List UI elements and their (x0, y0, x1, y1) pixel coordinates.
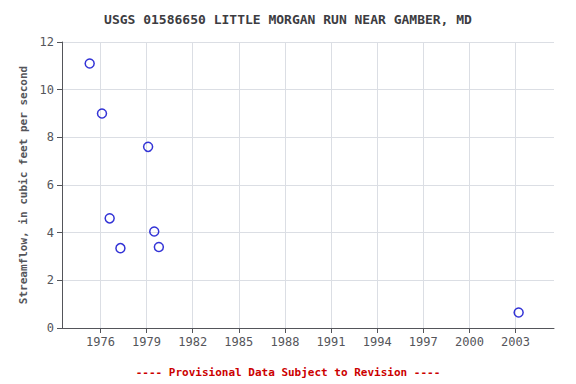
svg-text:1997: 1997 (409, 335, 438, 349)
svg-text:12: 12 (40, 35, 54, 49)
svg-text:1991: 1991 (317, 335, 346, 349)
svg-text:USGS 01586650 LITTLE MORGAN RU: USGS 01586650 LITTLE MORGAN RUN NEAR GAM… (104, 12, 472, 27)
svg-text:---- Provisional Data Subject: ---- Provisional Data Subject to Revisio… (136, 366, 441, 379)
svg-text:1985: 1985 (224, 335, 253, 349)
svg-text:1982: 1982 (178, 335, 207, 349)
svg-text:10: 10 (40, 83, 54, 97)
svg-text:1988: 1988 (270, 335, 299, 349)
svg-text:1994: 1994 (363, 335, 392, 349)
svg-text:1976: 1976 (86, 335, 115, 349)
svg-text:2: 2 (47, 273, 54, 287)
svg-text:6: 6 (47, 178, 54, 192)
svg-text:2003: 2003 (501, 335, 530, 349)
svg-text:1979: 1979 (132, 335, 161, 349)
svg-text:4: 4 (47, 226, 54, 240)
svg-text:Streamflow, in cubic feet per: Streamflow, in cubic feet per second (17, 66, 30, 304)
svg-text:0: 0 (47, 321, 54, 335)
svg-text:2000: 2000 (455, 335, 484, 349)
svg-text:8: 8 (47, 130, 54, 144)
